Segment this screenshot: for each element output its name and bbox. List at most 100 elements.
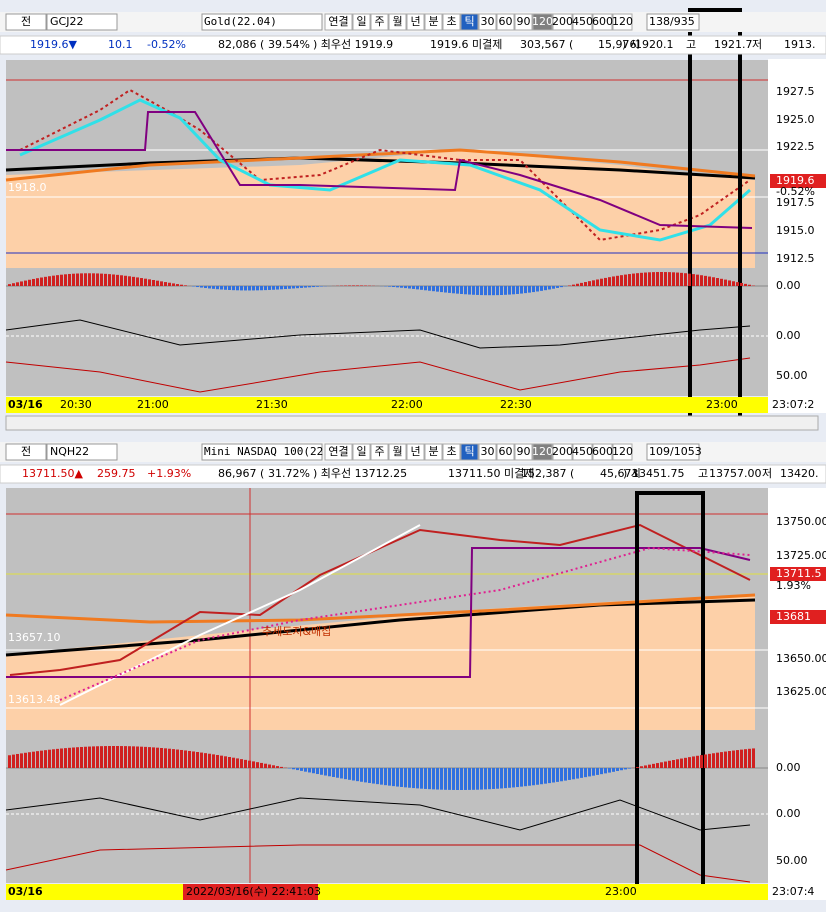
hist-bar xyxy=(604,278,607,286)
hist-bar xyxy=(180,285,183,286)
hist-bar xyxy=(280,767,283,768)
hist-bar xyxy=(560,768,563,781)
hist-bar xyxy=(692,274,695,286)
hist-bar xyxy=(276,286,279,290)
info-value: 고 xyxy=(686,38,696,51)
hist-bar xyxy=(616,276,619,286)
hist-bar xyxy=(24,281,27,286)
hist-bar xyxy=(528,768,531,786)
hist-bar xyxy=(212,754,215,768)
hist-bar xyxy=(628,274,631,286)
hist-bar xyxy=(640,273,643,286)
hist-bar xyxy=(580,283,583,286)
hist-bar xyxy=(724,280,727,286)
hist-bar xyxy=(96,746,99,768)
hist-bar xyxy=(740,283,743,286)
hist-bar xyxy=(260,286,263,290)
price-label: 0.00 xyxy=(776,807,801,820)
hist-bar xyxy=(448,768,451,790)
hist-bar xyxy=(740,750,743,768)
hist-bar xyxy=(508,286,511,295)
left-label: 13613.48 xyxy=(8,693,61,706)
hist-bar xyxy=(308,768,311,772)
hist-bar xyxy=(656,272,659,286)
hist-bar xyxy=(392,286,395,287)
hist-bar xyxy=(148,279,151,286)
tab-label: 년 xyxy=(410,445,420,458)
hist-bar xyxy=(12,755,15,768)
hist-bar xyxy=(312,768,315,773)
hist-bar xyxy=(68,274,71,286)
tab-label: 주 xyxy=(374,445,384,458)
hist-bar xyxy=(468,286,471,295)
hist-bar xyxy=(396,768,399,787)
scrollbar[interactable] xyxy=(6,416,818,430)
hist-bar xyxy=(96,273,99,286)
hist-bar xyxy=(256,762,259,768)
hist-bar xyxy=(52,749,55,768)
hist-bar xyxy=(152,747,155,768)
hist-bar xyxy=(272,765,275,768)
hist-bar xyxy=(456,286,459,294)
hist-bar xyxy=(124,746,127,768)
tab-label: 90 xyxy=(517,445,531,458)
hist-bar xyxy=(672,272,675,286)
hist-bar xyxy=(692,756,695,768)
hist-bar xyxy=(136,746,139,768)
info-value: ) 최우선 1919.9 xyxy=(313,38,393,51)
hist-bar xyxy=(184,750,187,768)
hist-bar xyxy=(388,768,391,786)
hist-bar xyxy=(716,278,719,286)
hist-bar xyxy=(492,768,495,789)
price-label: 1.93% xyxy=(776,579,811,592)
time-label: 22:00 xyxy=(391,398,423,411)
hist-bar xyxy=(500,286,503,295)
hist-bar xyxy=(584,768,587,777)
hist-bar xyxy=(620,275,623,286)
hist-bar xyxy=(512,768,515,787)
hist-bar xyxy=(104,746,107,768)
info-value: 303,567 ( xyxy=(520,38,573,51)
info-value: 13451.75 xyxy=(632,467,685,480)
hist-bar xyxy=(160,748,163,768)
hist-bar xyxy=(156,748,159,768)
hist-bar xyxy=(644,273,647,286)
hist-bar xyxy=(728,751,731,768)
hist-bar xyxy=(488,286,491,295)
hist-bar xyxy=(296,768,299,770)
hist-bar xyxy=(220,286,223,290)
hist-bar xyxy=(404,286,407,288)
tab-label: 분 xyxy=(428,15,438,28)
hist-bar xyxy=(232,286,235,290)
hist-bar xyxy=(680,273,683,286)
info-value: 1921.7 xyxy=(714,38,753,51)
info-value: 259.75 xyxy=(97,467,136,480)
hist-bar xyxy=(196,752,199,768)
hist-bar xyxy=(364,768,367,782)
hist-bar xyxy=(624,768,627,769)
hist-bar xyxy=(360,285,363,286)
hist-bar xyxy=(164,282,167,286)
hist-bar xyxy=(304,286,307,288)
left-label: 1918.0 xyxy=(8,181,47,194)
tab-label: 600 xyxy=(592,15,613,28)
hist-bar xyxy=(520,286,523,294)
hist-bar xyxy=(212,286,215,289)
hist-bar xyxy=(476,286,479,295)
hist-bar xyxy=(188,751,191,768)
tab-label: 60 xyxy=(499,15,513,28)
time-label: 23:07:4 xyxy=(772,885,814,898)
info-value: 82,086 ( xyxy=(218,38,264,51)
hist-bar xyxy=(240,286,243,290)
hist-bar xyxy=(512,286,515,294)
name: Mini NASDAQ 100(22.0 xyxy=(204,445,336,458)
hist-bar xyxy=(612,768,615,772)
hist-bar xyxy=(644,765,647,768)
hist-bar xyxy=(200,753,203,768)
hist-bar xyxy=(384,768,387,785)
time-label: 03/16 xyxy=(8,885,43,898)
info-value: 13420. xyxy=(780,467,819,480)
hist-bar xyxy=(144,279,147,286)
hist-bar xyxy=(84,747,87,768)
hist-bar xyxy=(544,768,547,784)
